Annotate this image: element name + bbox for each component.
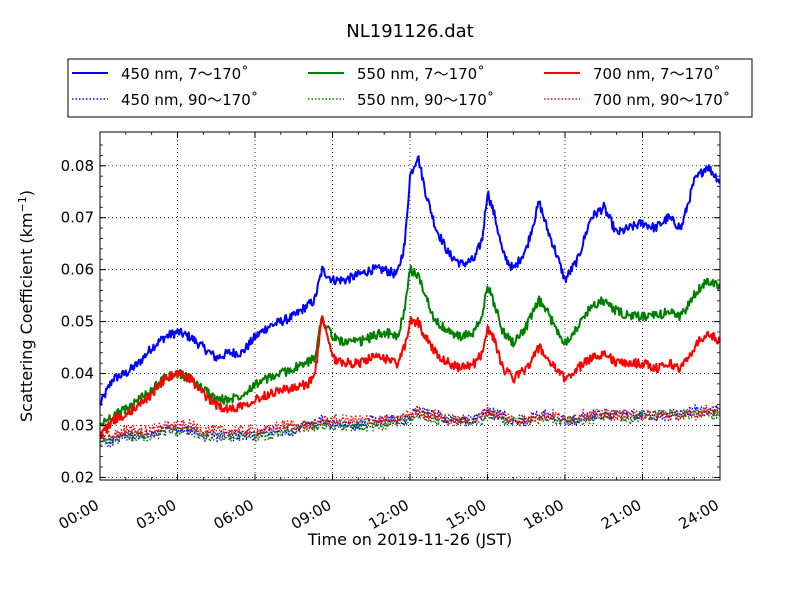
y-axis-label-close: ) — [17, 190, 36, 196]
y-tick-label: 0.05 — [61, 313, 94, 331]
y-tick-label: 0.06 — [61, 261, 94, 279]
y-tick-label: 0.04 — [61, 365, 94, 383]
chart-title: NL191126.dat — [346, 21, 473, 42]
y-tick-label: 0.08 — [61, 157, 94, 175]
legend-label-4: 700 nm, 7～170˚ — [593, 65, 721, 83]
y-tick-label: 0.02 — [61, 468, 94, 486]
legend-label-0: 450 nm, 7～170˚ — [121, 65, 249, 83]
y-axis-label: Scattering Coefficient (km−1) — [16, 190, 36, 422]
legend-frame — [67, 58, 753, 118]
y-axis-ticks: 0.02 0.03 0.04 0.05 0.06 0.07 0.08 — [61, 144, 720, 486]
legend-label-3: 550 nm, 90～170˚ — [357, 91, 494, 109]
legend-label-1: 450 nm, 90～170˚ — [121, 91, 258, 109]
y-tick-label: 0.03 — [61, 416, 94, 434]
series-line-0 — [99, 155, 721, 406]
series-layer — [99, 155, 721, 448]
y-tick-label: 0.07 — [61, 209, 94, 227]
legend-items: 450 nm, 7～170˚ 550 nm, 7～170˚ 700 nm, 7～17… — [72, 65, 730, 109]
y-axis-label-superscript: −1 — [16, 196, 29, 212]
y-axis-label-main: Scattering Coefficient (km — [17, 212, 36, 422]
series-line-3 — [99, 408, 721, 446]
series-line-5 — [99, 403, 721, 441]
series-line-4 — [99, 315, 721, 440]
legend-label-5: 700 nm, 90～170˚ — [593, 91, 730, 109]
x-axis-label: Time on 2019-11-26 (JST) — [307, 530, 512, 549]
legend: 450 nm, 7～170˚ 550 nm, 7～170˚ 700 nm, 7～17… — [67, 58, 753, 118]
legend-label-2: 550 nm, 7～170˚ — [357, 65, 485, 83]
